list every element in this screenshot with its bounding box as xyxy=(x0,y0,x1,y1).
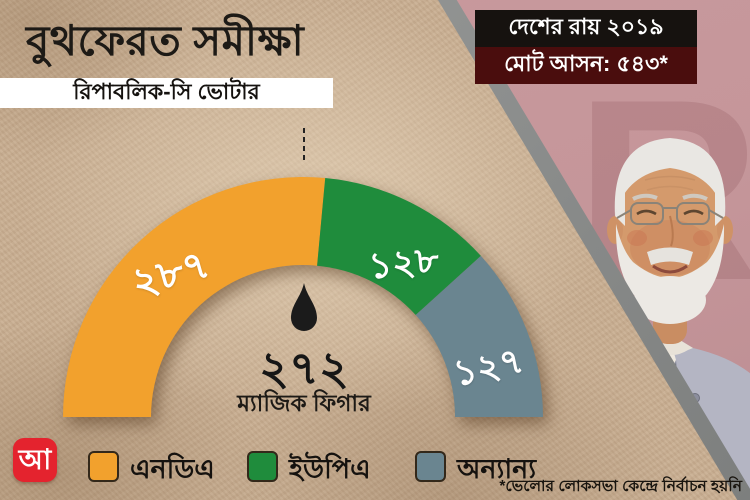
legend-swatch-upa xyxy=(247,451,278,482)
beard-chin xyxy=(634,276,706,324)
eyebrow xyxy=(682,193,708,201)
forehead-line xyxy=(646,185,694,191)
seats-label-upa: ১২৮ xyxy=(366,238,441,287)
subtitle-strip: রিপাবলিক-সি ভোটার xyxy=(0,78,333,108)
magic-figure-value: ২৭২ xyxy=(259,342,349,394)
hair xyxy=(614,138,726,216)
cheek xyxy=(693,230,713,246)
gauge-needle xyxy=(291,283,317,331)
verdict-box: দেশের রায় ২০১৯ মোট আসন: ৫৪৩* xyxy=(475,10,697,84)
verdict-title: দেশের রায় ২০১৯ xyxy=(475,10,697,47)
mustache xyxy=(647,247,693,265)
gauge-segment-others xyxy=(415,255,543,417)
legend-label-nda: এনডিএ xyxy=(130,454,215,484)
glasses-icon xyxy=(616,202,724,225)
gauge-segment-nda xyxy=(63,176,326,417)
footnote-text: *ভেলোর লোকসভা কেন্দ্রে নির্বাচন হয়নি xyxy=(499,478,742,495)
magic-figure-label: ম্যাজিক ফিগার xyxy=(237,390,371,416)
mouth xyxy=(652,264,688,274)
eye xyxy=(636,209,657,216)
subtitle-text: রিপাবলিক-সি ভোটার xyxy=(73,78,260,104)
brand-logo-letter: আ xyxy=(18,444,52,475)
legend-swatch-others xyxy=(415,451,446,482)
eyebrow xyxy=(632,193,658,201)
verdict-total-seats: মোট আসন: ৫৪৩* xyxy=(475,47,697,84)
brand-logo: আ xyxy=(13,438,57,482)
cheek xyxy=(627,230,647,246)
legend-swatch-nda xyxy=(88,451,119,482)
page-title: বুথফেরত সমীক্ষা xyxy=(26,17,305,64)
forehead-line xyxy=(644,175,696,181)
legend-label-others: অন্যান্য xyxy=(457,454,537,484)
nose xyxy=(669,215,674,247)
legend-label-upa: ইউপিএ xyxy=(289,454,371,484)
eye xyxy=(683,209,704,216)
gauge-segment-upa xyxy=(317,178,481,315)
